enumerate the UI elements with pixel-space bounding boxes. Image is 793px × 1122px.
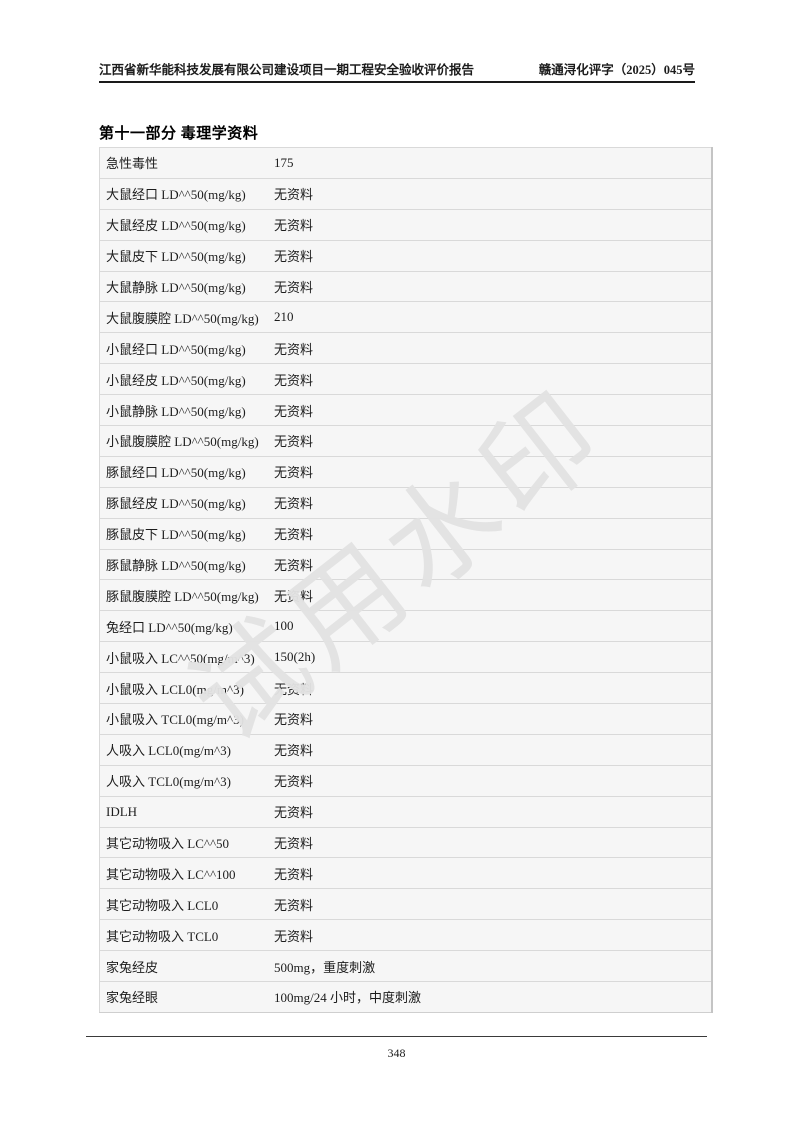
table-row: 小鼠吸入 LCL0(mg/m^3) 无资料	[99, 672, 712, 705]
header-report-title: 江西省新华能科技发展有限公司建设项目一期工程安全验收评价报告	[99, 63, 475, 77]
table-row: 大鼠经皮 LD^^50(mg/kg) 无资料	[99, 209, 712, 241]
table-row: 大鼠经口 LD^^50(mg/kg) 无资料	[99, 178, 712, 210]
row-label: 豚鼠静脉 LD^^50(mg/kg)	[99, 549, 274, 581]
table-row: 人吸入 LCL0(mg/m^3) 无资料	[99, 734, 712, 766]
row-label: 其它动物吸入 LCL0	[99, 888, 274, 921]
row-label: 其它动物吸入 LC^^50	[99, 827, 274, 859]
table-row: 急性毒性 175	[99, 147, 712, 179]
row-value: 无资料	[274, 549, 712, 581]
row-label: 大鼠静脉 LD^^50(mg/kg)	[99, 271, 274, 303]
table-row: 小鼠腹膜腔 LD^^50(mg/kg) 无资料	[99, 425, 712, 457]
row-value: 无资料	[274, 487, 712, 519]
row-label: 小鼠吸入 LC^^50(mg/m^3)	[99, 641, 274, 674]
table-row: 兔经口 LD^^50(mg/kg) 100	[99, 610, 712, 643]
table-row: 小鼠静脉 LD^^50(mg/kg) 无资料	[99, 394, 712, 427]
table-row: 豚鼠腹膜腔 LD^^50(mg/kg) 无资料	[99, 579, 712, 612]
row-value: 无资料	[274, 456, 712, 488]
page-number: 348	[387, 1046, 406, 1060]
row-value: 无资料	[274, 271, 712, 303]
row-label: 豚鼠皮下 LD^^50(mg/kg)	[99, 518, 274, 550]
row-label: 人吸入 TCL0(mg/m^3)	[99, 765, 274, 797]
row-label: 人吸入 LCL0(mg/m^3)	[99, 734, 274, 766]
row-label: 其它动物吸入 LC^^100	[99, 857, 274, 890]
footer-rule	[86, 1036, 707, 1037]
row-value: 100mg/24 小时，中度刺激	[274, 990, 421, 1006]
table-row: 小鼠经皮 LD^^50(mg/kg) 无资料	[99, 363, 712, 396]
table-row: 豚鼠经口 LD^^50(mg/kg) 无资料	[99, 456, 712, 488]
row-label: 家兔经眼	[106, 990, 159, 1006]
row-value: 无资料	[274, 579, 712, 612]
table-row: 其它动物吸入 LC^^50 无资料	[99, 827, 712, 859]
row-value: 无资料	[274, 518, 712, 550]
row-value: 无资料	[274, 332, 712, 365]
row-label: 急性毒性	[99, 147, 274, 179]
row-value: 无资料	[274, 888, 712, 921]
row-value: 无资料	[274, 178, 712, 210]
table-row: 家兔经皮 500mg，重度刺激	[99, 950, 712, 983]
table-row: 人吸入 TCL0(mg/m^3) 无资料	[99, 765, 712, 797]
table-row: 其它动物吸入 TCL0 无资料	[99, 919, 712, 952]
row-value: 无资料	[274, 394, 712, 427]
row-label: 豚鼠经皮 LD^^50(mg/kg)	[99, 487, 274, 519]
table-row: 豚鼠皮下 LD^^50(mg/kg) 无资料	[99, 518, 712, 550]
row-label: 家兔经皮	[99, 950, 274, 983]
row-label: 小鼠吸入 TCL0(mg/m^3)	[99, 703, 274, 735]
table-row: 小鼠吸入 LC^^50(mg/m^3) 150(2h)	[99, 641, 712, 674]
table-row: 大鼠腹膜腔 LD^^50(mg/kg) 210	[99, 301, 712, 334]
row-label: 豚鼠经口 LD^^50(mg/kg)	[99, 456, 274, 488]
row-label: 大鼠经口 LD^^50(mg/kg)	[99, 178, 274, 210]
toxicology-table: 急性毒性 175 大鼠经口 LD^^50(mg/kg) 无资料 大鼠经皮 LD^^50(…	[99, 147, 713, 1013]
row-value: 500mg，重度刺激	[274, 950, 712, 983]
row-label: 大鼠经皮 LD^^50(mg/kg)	[99, 209, 274, 241]
table-row: 小鼠吸入 TCL0(mg/m^3) 无资料	[99, 703, 712, 735]
table-row: 其它动物吸入 LC^^100 无资料	[99, 857, 712, 890]
table-row: 大鼠皮下 LD^^50(mg/kg) 无资料	[99, 240, 712, 272]
row-value: 无资料	[274, 240, 712, 272]
page-header: 江西省新华能科技发展有限公司建设项目一期工程安全验收评价报告 赣通浔化评字（20…	[99, 54, 695, 83]
row-label: 小鼠腹膜腔 LD^^50(mg/kg)	[99, 425, 274, 457]
section-title: 第十一部分 毒理学资料	[99, 126, 259, 142]
table-row: 小鼠经口 LD^^50(mg/kg) 无资料	[99, 332, 712, 365]
row-value: 无资料	[274, 703, 712, 735]
row-value: 无资料	[274, 765, 712, 797]
toxicology-table-body: 急性毒性 175 大鼠经口 LD^^50(mg/kg) 无资料 大鼠经皮 LD^^50(…	[99, 147, 713, 1013]
row-label: 其它动物吸入 TCL0	[99, 919, 274, 952]
row-value: 无资料	[274, 919, 712, 952]
table-row: 豚鼠静脉 LD^^50(mg/kg) 无资料	[99, 549, 712, 581]
table-row: 其它动物吸入 LCL0 无资料	[99, 888, 712, 921]
row-value: 100	[274, 610, 712, 643]
header-doc-number: 赣通浔化评字（2025）045号	[538, 63, 695, 77]
row-value: 无资料	[274, 209, 712, 241]
row-label: 小鼠经皮 LD^^50(mg/kg)	[99, 363, 274, 396]
table-row: IDLH 无资料	[99, 796, 712, 828]
row-value: 175	[274, 147, 712, 179]
row-value: 150(2h)	[274, 641, 712, 674]
row-value: 无资料	[274, 425, 712, 457]
row-value: 210	[274, 301, 712, 334]
row-value: 无资料	[274, 672, 712, 705]
table-row: 豚鼠经皮 LD^^50(mg/kg) 无资料	[99, 487, 712, 519]
row-label: 大鼠腹膜腔 LD^^50(mg/kg)	[99, 301, 274, 334]
row-label: 小鼠静脉 LD^^50(mg/kg)	[99, 394, 274, 427]
row-value: 无资料	[274, 857, 712, 890]
row-label: IDLH	[99, 796, 274, 828]
row-value: 无资料	[274, 363, 712, 396]
row-label: 兔经口 LD^^50(mg/kg)	[99, 610, 274, 643]
row-label: 豚鼠腹膜腔 LD^^50(mg/kg)	[99, 579, 274, 612]
row-value: 无资料	[274, 827, 712, 859]
row-label: 小鼠经口 LD^^50(mg/kg)	[99, 332, 274, 365]
table-row: 大鼠静脉 LD^^50(mg/kg) 无资料	[99, 271, 712, 303]
row-value: 无资料	[274, 734, 712, 766]
row-label: 大鼠皮下 LD^^50(mg/kg)	[99, 240, 274, 272]
row-label: 小鼠吸入 LCL0(mg/m^3)	[99, 672, 274, 705]
row-value: 无资料	[274, 796, 712, 828]
table-row: 家兔经眼 100mg/24 小时，中度刺激	[100, 982, 713, 1013]
